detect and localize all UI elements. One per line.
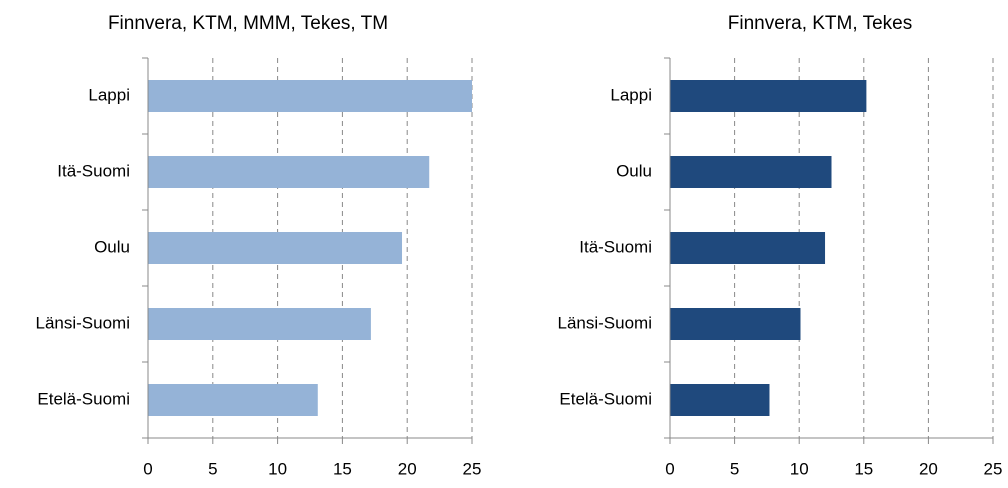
y-tick-label: Lappi — [88, 85, 130, 104]
y-tick-label: Länsi-Suomi — [36, 313, 131, 332]
y-tick-label: Itä-Suomi — [579, 237, 652, 256]
x-tick-label: 5 — [208, 459, 217, 478]
bar — [148, 232, 403, 264]
y-tick-label: Lappi — [610, 85, 652, 104]
y-tick-label: Itä-Suomi — [57, 161, 130, 180]
x-tick-label: 5 — [730, 459, 739, 478]
chart-title: Finnvera, KTM, Tekes — [728, 13, 912, 34]
y-tick-label: Oulu — [94, 237, 130, 256]
bar — [670, 384, 770, 416]
x-tick-label: 0 — [143, 459, 152, 478]
x-tick-label: 25 — [463, 459, 482, 478]
x-tick-label: 10 — [268, 459, 287, 478]
x-tick-label: 10 — [790, 459, 809, 478]
x-tick-label: 15 — [333, 459, 352, 478]
x-tick-label: 15 — [854, 459, 873, 478]
bar — [670, 80, 867, 112]
chart-title: Finnvera, KTM, MMM, Tekes, TM — [108, 13, 388, 34]
bar — [148, 80, 472, 112]
bar — [670, 156, 832, 188]
x-tick-label: 25 — [984, 459, 1003, 478]
x-tick-label: 20 — [919, 459, 938, 478]
x-tick-label: 20 — [398, 459, 417, 478]
y-tick-label: Länsi-Suomi — [558, 313, 653, 332]
bar — [148, 156, 430, 188]
bar — [148, 384, 318, 416]
y-tick-label: Oulu — [616, 161, 652, 180]
bar — [670, 232, 826, 264]
bar — [670, 308, 801, 340]
bar — [148, 308, 371, 340]
x-tick-label: 0 — [665, 459, 674, 478]
y-tick-label: Etelä-Suomi — [37, 389, 130, 408]
y-tick-label: Etelä-Suomi — [559, 389, 652, 408]
